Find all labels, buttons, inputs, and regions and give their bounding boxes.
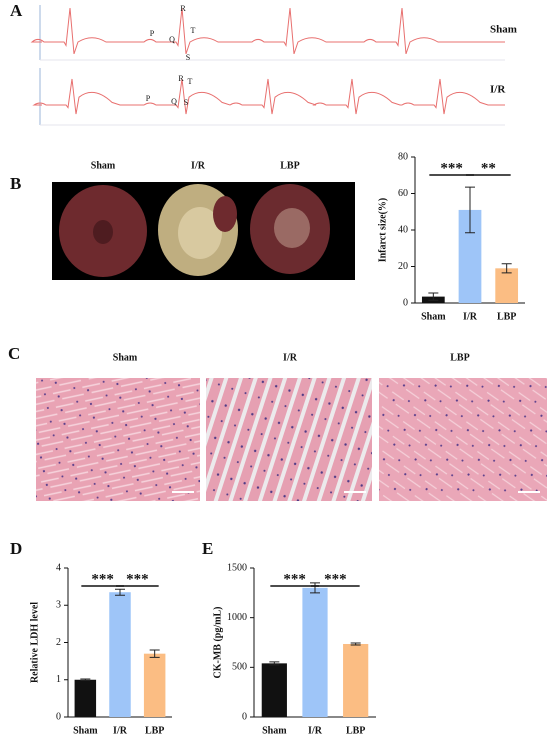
y-tick-label: 1 xyxy=(56,674,61,685)
y-axis-label: Relative LDH level xyxy=(29,602,40,683)
histology-label: Sham xyxy=(113,352,138,363)
ecg-trace xyxy=(32,78,505,115)
y-tick-label: 1500 xyxy=(227,562,247,573)
histology-image xyxy=(36,378,200,501)
bar xyxy=(343,643,369,717)
x-tick-label: LBP xyxy=(497,311,516,322)
significance-label: *** xyxy=(324,571,347,587)
panel-label: D xyxy=(10,539,22,558)
ecg-label: Sham xyxy=(490,24,517,36)
y-axis-label: Infarct size(%) xyxy=(377,198,388,263)
y-tick-label: 1000 xyxy=(227,612,247,623)
bar xyxy=(143,653,166,717)
wave-label: R xyxy=(178,74,184,83)
x-tick-label: I/R xyxy=(113,725,128,736)
y-tick-label: 4 xyxy=(56,562,61,573)
significance-label: *** xyxy=(283,571,306,587)
bar xyxy=(109,592,131,717)
ecg-trace xyxy=(30,7,505,55)
hearts xyxy=(59,184,330,277)
wave-label: P xyxy=(146,94,151,103)
ecg-axis xyxy=(39,5,505,126)
heart-label: Sham xyxy=(91,160,116,171)
panel-label: A xyxy=(10,1,23,20)
wave-label: P xyxy=(150,29,155,38)
y-tick-label: 2 xyxy=(56,637,61,648)
panel-label: B xyxy=(10,174,21,193)
error-bar xyxy=(269,661,280,666)
x-tick-label: I/R xyxy=(463,311,478,322)
panel-label: C xyxy=(8,344,20,363)
wave-label: T xyxy=(188,77,193,86)
y-tick-label: 80 xyxy=(398,151,408,162)
histology-label: I/R xyxy=(283,352,298,363)
heart-label: LBP xyxy=(280,160,299,171)
y-tick-label: 0 xyxy=(403,297,408,308)
wave-label: Q xyxy=(171,97,177,106)
x-tick-label: Sham xyxy=(262,725,287,736)
wave-label: T xyxy=(191,26,196,35)
wave-label: Q xyxy=(169,35,175,44)
histology-label: LBP xyxy=(450,352,469,363)
error-bar xyxy=(350,642,361,646)
significance-label: *** xyxy=(91,571,114,587)
wave-label: R xyxy=(180,4,186,13)
x-tick-label: LBP xyxy=(346,725,365,736)
significance-label: *** xyxy=(126,571,149,587)
significance-label: ** xyxy=(481,160,496,176)
significance-label: *** xyxy=(440,160,463,176)
y-tick-label: 3 xyxy=(56,600,61,611)
histology-image xyxy=(206,378,372,501)
x-tick-label: LBP xyxy=(145,725,164,736)
ecg-label: I/R xyxy=(490,84,506,96)
bar xyxy=(74,679,97,717)
y-tick-label: 40 xyxy=(398,224,408,235)
error-bar xyxy=(501,263,512,274)
heart-label: I/R xyxy=(191,160,206,171)
y-tick-label: 0 xyxy=(56,711,61,722)
y-tick-label: 500 xyxy=(232,662,247,673)
error-bar xyxy=(465,186,475,234)
wave-label: S xyxy=(184,98,188,107)
bar xyxy=(458,209,482,303)
bar xyxy=(302,587,328,717)
x-tick-label: Sham xyxy=(73,725,98,736)
y-tick-label: 60 xyxy=(398,188,408,199)
panel-label: E xyxy=(202,539,213,558)
error-bar xyxy=(80,678,91,681)
wave-label: S xyxy=(186,53,190,62)
bar xyxy=(261,663,287,717)
bar xyxy=(495,268,519,303)
x-tick-label: Sham xyxy=(421,311,446,322)
y-tick-label: 20 xyxy=(398,261,408,272)
x-tick-label: I/R xyxy=(308,725,323,736)
y-tick-label: 0 xyxy=(242,711,247,722)
histology-image xyxy=(379,378,547,501)
error-bar xyxy=(310,582,320,594)
error-bar xyxy=(149,649,160,658)
error-bar xyxy=(115,588,125,596)
y-axis-label: CK-MB (pg/mL) xyxy=(212,607,223,679)
error-bar xyxy=(428,292,439,301)
